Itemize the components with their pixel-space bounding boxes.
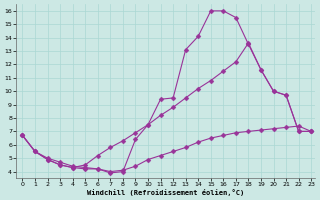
X-axis label: Windchill (Refroidissement éolien,°C): Windchill (Refroidissement éolien,°C) bbox=[87, 189, 244, 196]
